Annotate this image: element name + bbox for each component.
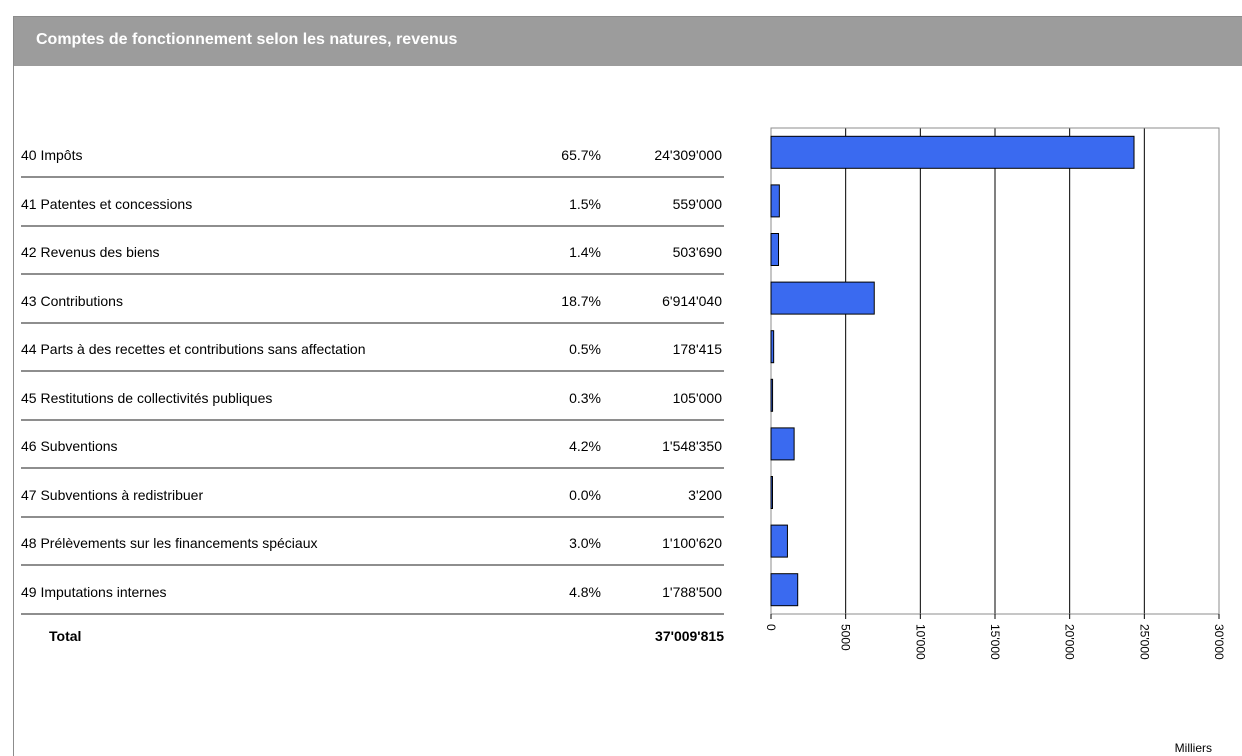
row-divider (21, 176, 724, 178)
total-label: Total (49, 628, 82, 644)
row-label: 49 Imputations internes (21, 583, 167, 600)
row-label: 44 Parts à des recettes et contributions… (21, 341, 366, 357)
row-divider (21, 418, 724, 421)
row-amount: 6'914'040 (662, 292, 722, 309)
row-amount: 178'415 (672, 341, 722, 357)
row-amount: 1'548'350 (662, 438, 722, 454)
row-amount: 1'788'500 (662, 583, 722, 600)
table-row: 40 Impôts 65.7% 24'309'000 (21, 130, 724, 178)
bar-49 (770, 573, 799, 607)
bar-41 (770, 184, 780, 218)
unit-label: Milliers (1175, 741, 1212, 755)
row-label: 48 Prélèvements sur les financements spé… (21, 535, 318, 551)
table-row: 46 Subventions 4.2% 1'548'350 (21, 421, 724, 469)
row-percent: 4.8% (569, 583, 601, 600)
tick-label: 10'000 (913, 624, 927, 660)
table-row: 45 Restitutions de collectivités publiqu… (21, 373, 724, 421)
row-divider (21, 224, 724, 227)
row-percent: 65.7% (561, 147, 601, 163)
table-row: 43 Contributions 18.7% 6'914'040 (21, 276, 724, 324)
row-divider (21, 273, 724, 275)
tick-label: 15'000 (988, 624, 1002, 660)
row-label: 42 Revenus des biens (21, 244, 160, 260)
table-row: 41 Patentes et concessions 1.5% 559'000 (21, 179, 724, 227)
panel-header: Comptes de fonctionnement selon les natu… (14, 17, 1242, 66)
tick-label: 0 (764, 624, 778, 631)
row-label: 43 Contributions (21, 292, 123, 309)
row-percent: 1.5% (569, 195, 601, 212)
bar-45 (770, 378, 774, 412)
table-row: 44 Parts à des recettes et contributions… (21, 324, 724, 372)
row-amount: 559'000 (672, 195, 722, 212)
row-label: 41 Patentes et concessions (21, 195, 193, 212)
row-divider (21, 515, 724, 518)
table-row: 48 Prélèvements sur les financements spé… (21, 518, 724, 566)
row-label: 45 Restitutions de collectivités publiqu… (21, 389, 273, 406)
row-amount: 105'000 (672, 389, 722, 406)
bar-44 (770, 330, 775, 364)
row-label: 47 Subventions à redistribuer (21, 486, 204, 503)
row-percent: 0.3% (569, 389, 601, 406)
row-amount: 24'309'000 (654, 147, 722, 163)
row-percent: 0.0% (569, 486, 601, 503)
bar-40 (770, 135, 1135, 169)
bar-47 (770, 476, 773, 509)
bar-48 (770, 524, 788, 558)
tick-label: 20'000 (1063, 624, 1077, 660)
bar-43 (770, 281, 875, 315)
tick-label: 25'000 (1137, 624, 1151, 660)
row-divider (21, 564, 724, 566)
table-row: 49 Imputations internes 4.8% 1'788'500 (21, 567, 724, 615)
row-amount: 3'200 (688, 486, 722, 503)
row-percent: 0.5% (569, 341, 601, 357)
panel-title: Comptes de fonctionnement selon les natu… (36, 31, 458, 48)
row-percent: 18.7% (561, 292, 601, 309)
row-divider (21, 370, 724, 372)
row-divider (21, 467, 724, 469)
table-row: 42 Revenus des biens 1.4% 503'690 (21, 227, 724, 275)
table-row: 47 Subventions à redistribuer 0.0% 3'200 (21, 470, 724, 518)
row-percent: 4.2% (569, 438, 601, 454)
bar-42 (770, 233, 780, 266)
tick-label: 30'000 (1212, 624, 1226, 660)
row-divider (21, 612, 724, 615)
row-amount: 503'690 (672, 244, 722, 260)
bar-46 (770, 427, 795, 461)
row-amount: 1'100'620 (662, 535, 722, 551)
total-value: 37'009'815 (655, 628, 724, 644)
row-label: 40 Impôts (21, 147, 83, 163)
row-label: 46 Subventions (21, 438, 118, 454)
tick-label: 5000 (839, 624, 853, 651)
row-percent: 3.0% (569, 535, 601, 551)
row-divider (21, 321, 724, 324)
row-percent: 1.4% (569, 244, 601, 260)
